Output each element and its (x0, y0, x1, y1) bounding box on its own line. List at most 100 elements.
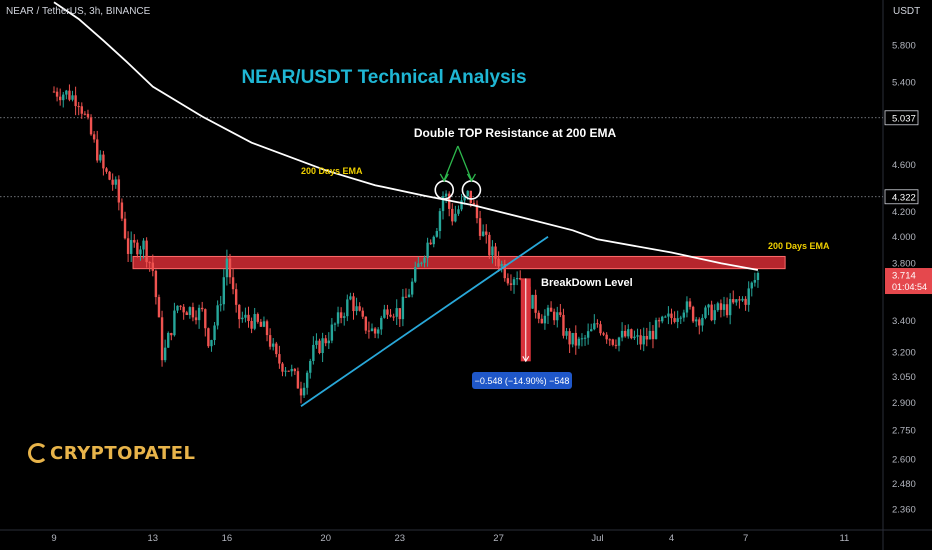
candle-body (343, 316, 346, 318)
candle-body (55, 91, 59, 97)
candle-body (407, 294, 411, 298)
candle-body (86, 113, 90, 118)
candle-body (201, 307, 204, 310)
candle-body (704, 307, 707, 318)
x-tick-label: 20 (320, 533, 331, 544)
candle-body (89, 117, 93, 135)
x-tick-label: 4 (669, 533, 674, 544)
candle-body (432, 236, 435, 245)
candle-body (654, 320, 658, 340)
candle-body (756, 272, 760, 281)
candle-body (179, 305, 182, 307)
candle-body (346, 299, 349, 317)
last-price-label: 3.714 (892, 271, 916, 282)
candle-body (713, 310, 716, 321)
candle-body (679, 317, 682, 319)
candle-body (596, 323, 599, 325)
candle-body (503, 263, 506, 279)
candle-body (392, 316, 395, 318)
candle-body (534, 294, 537, 313)
candle-body (725, 304, 729, 316)
x-tick-label: 9 (51, 533, 56, 544)
candle-body (701, 317, 704, 326)
candle-body (401, 296, 405, 320)
y-tick-label: 2.900 (892, 398, 916, 409)
candle-body (389, 314, 392, 317)
candle-body (333, 323, 337, 325)
candle-body (571, 332, 574, 345)
candle-body (225, 258, 229, 278)
candle-body (593, 323, 596, 330)
candle-body (404, 296, 408, 298)
candle-body (577, 338, 581, 346)
candle-body (395, 308, 398, 317)
candle-body (485, 231, 488, 235)
logo-mark-icon (28, 443, 48, 463)
candle-body (173, 310, 176, 336)
candle-body (170, 333, 173, 336)
candle-body (691, 306, 695, 322)
price-tag-box (884, 189, 919, 205)
y-tick-label: 2.600 (892, 455, 916, 466)
candle-body (204, 309, 207, 329)
candle-body (361, 310, 364, 317)
candle-body (741, 298, 744, 301)
candle-body (244, 314, 247, 318)
candle-body (352, 296, 355, 312)
candle-body (651, 330, 655, 340)
candle-body (472, 202, 476, 205)
candle-body (68, 90, 71, 100)
candle-body (417, 263, 420, 268)
candle-body (133, 240, 136, 243)
candle-body (99, 154, 102, 161)
candle-body (114, 179, 117, 185)
candle-body (722, 304, 726, 310)
symbol-label: NEAR / TetherUS, 3h, BINANCE (6, 6, 151, 17)
candle-body (645, 335, 648, 340)
candle-body (586, 331, 590, 338)
arrow-head-icon (466, 173, 476, 183)
candle-body (228, 258, 232, 278)
candle-body (272, 343, 275, 347)
candle-body (562, 314, 565, 336)
candle-body (506, 278, 510, 284)
candle-body (268, 335, 272, 347)
y-tick-label: 2.360 (892, 505, 916, 516)
candle-body (670, 313, 673, 319)
candle-body (620, 330, 624, 338)
candle-body (698, 319, 701, 326)
candle-body (605, 334, 608, 340)
candle-body (253, 314, 256, 329)
candle-body (688, 301, 692, 307)
candle-body (358, 306, 361, 311)
candle-body (590, 329, 593, 332)
candle-body (120, 202, 124, 219)
candle-body (210, 340, 213, 347)
candle-body (732, 299, 735, 303)
candle-body (435, 231, 439, 237)
chart-headline: NEAR/USDT Technical Analysis (241, 67, 526, 88)
candle-body (509, 283, 513, 285)
candle-body (500, 263, 503, 267)
candle-body (142, 240, 145, 250)
candle-body (102, 154, 105, 169)
candle-body (284, 370, 287, 372)
candle-body (463, 196, 466, 201)
candle-body (213, 325, 216, 341)
candle-body (262, 321, 266, 327)
candle-body (74, 95, 77, 107)
double-top-arrow (457, 145, 473, 181)
candle-body (367, 330, 371, 332)
candle-body (497, 258, 500, 267)
ema-200-line (53, 1, 759, 271)
candle-body (83, 113, 87, 115)
measure-arrow-icon (522, 356, 530, 363)
candle-body (145, 240, 148, 263)
logo-text: CRYPTOPATEL (50, 442, 196, 464)
candle-body (305, 372, 309, 388)
y-tick-label: 4.000 (892, 232, 916, 243)
candle-body (738, 299, 741, 301)
support-trendline (300, 235, 549, 407)
